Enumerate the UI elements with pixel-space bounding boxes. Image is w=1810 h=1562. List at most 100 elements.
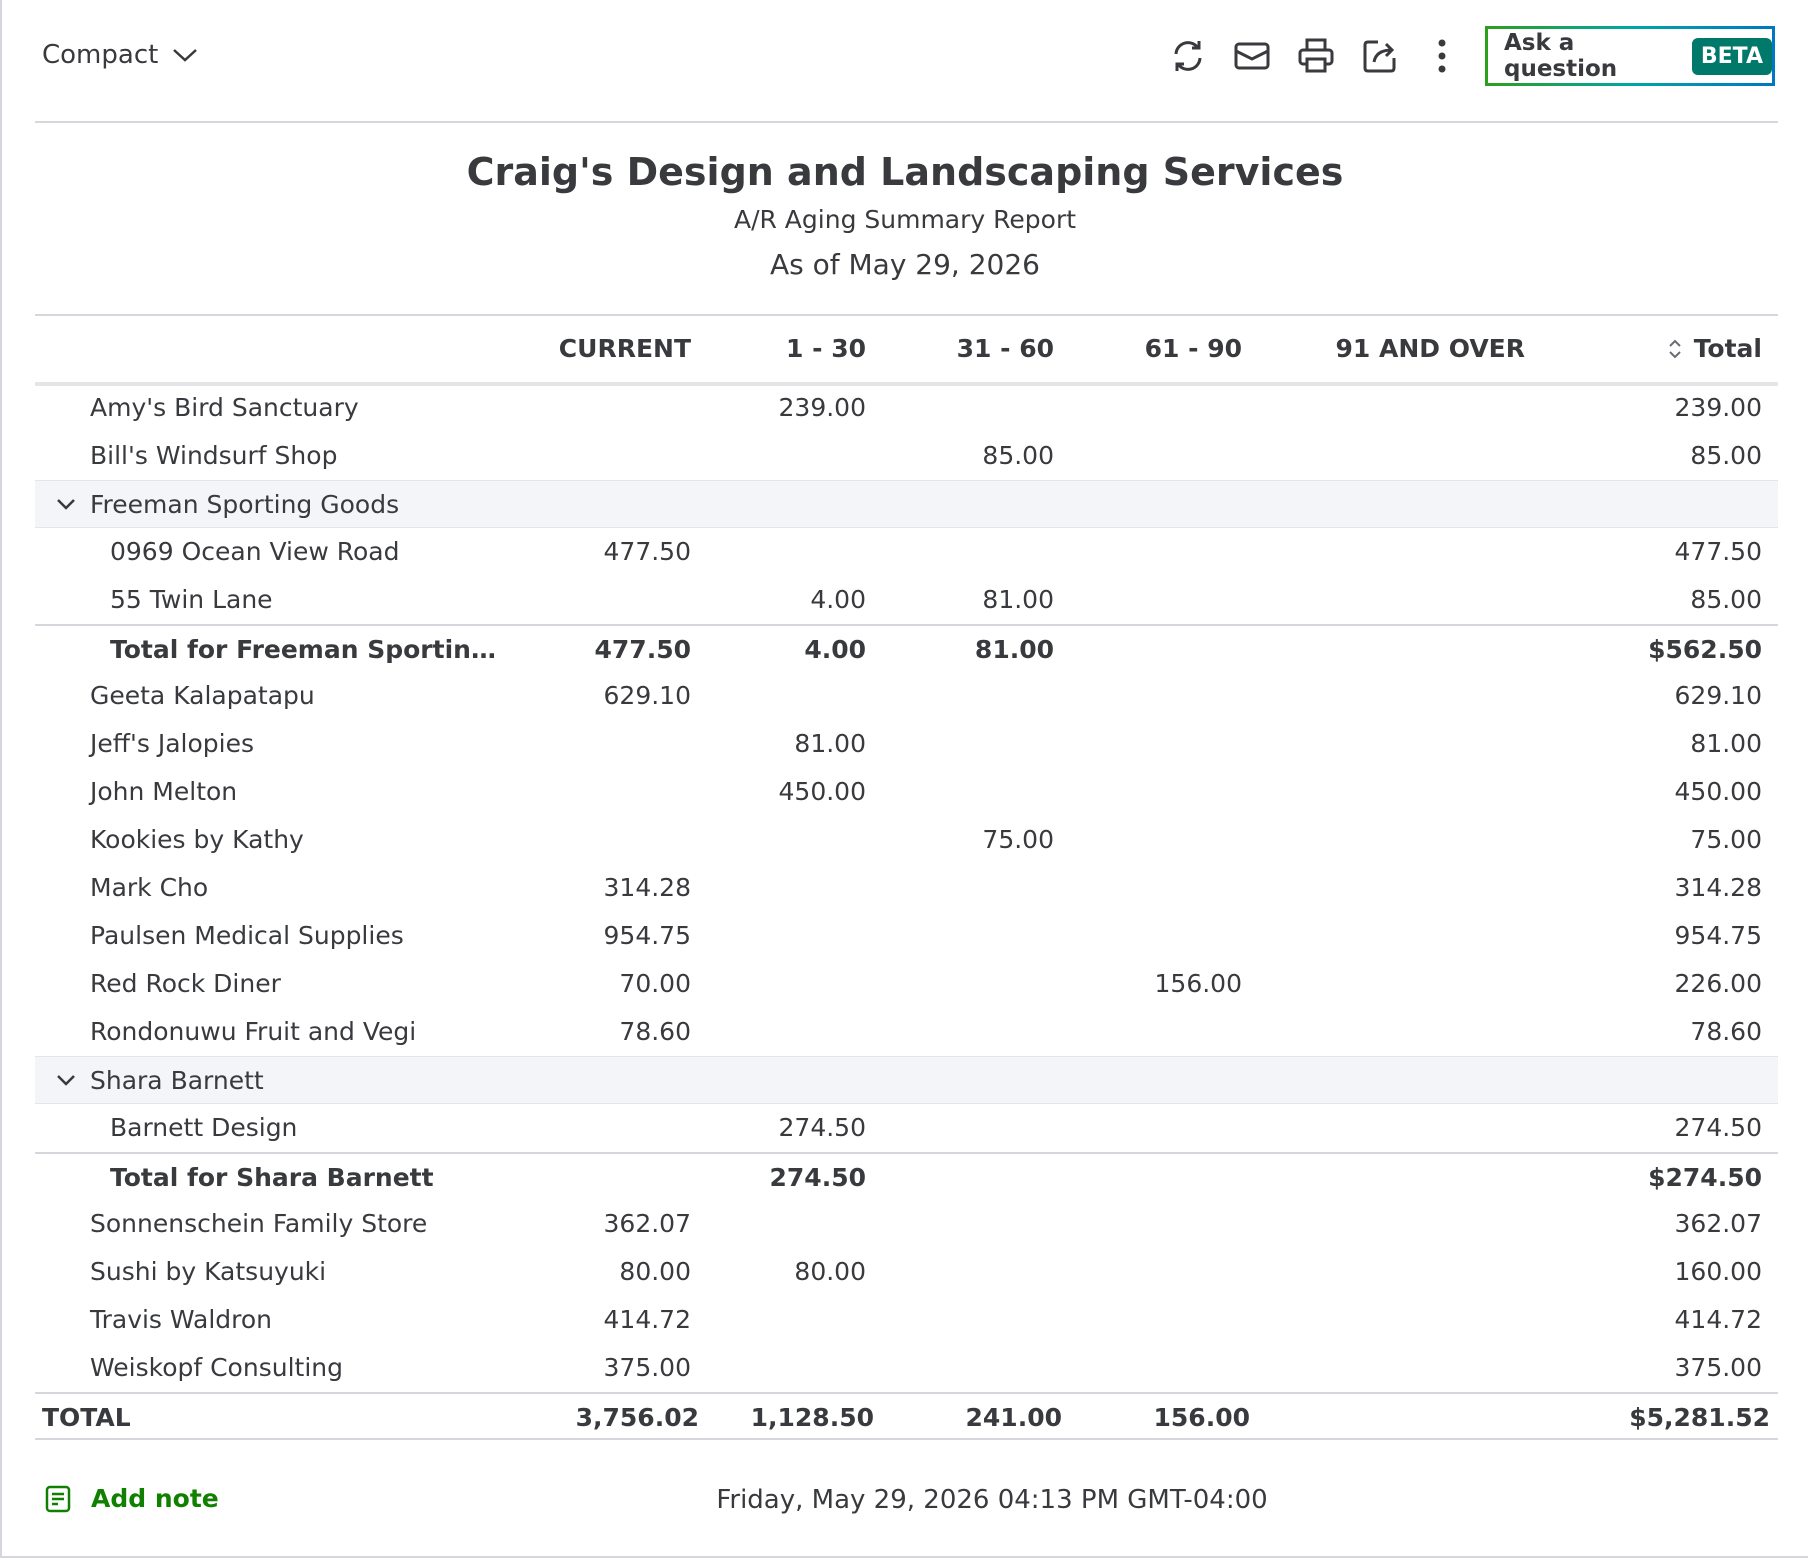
cell-value: 629.10 bbox=[1674, 681, 1762, 710]
cell-value: 4.00 bbox=[804, 635, 866, 664]
cell-value: 450.00 bbox=[1674, 777, 1762, 806]
customer-row: Paulsen Medical Supplies 954.75 954.75 bbox=[35, 912, 1778, 960]
view-select[interactable]: Compact bbox=[42, 40, 198, 70]
cell-value: 954.75 bbox=[603, 921, 691, 950]
cell-value: 375.00 bbox=[603, 1353, 691, 1382]
cell-value: 477.50 bbox=[1674, 537, 1762, 566]
cell-value: 78.60 bbox=[619, 1017, 691, 1046]
cell-value: 1,128.50 bbox=[750, 1403, 874, 1432]
note-icon bbox=[45, 1485, 71, 1512]
customer-row: Kookies by Kathy 75.00 75.00 bbox=[35, 816, 1778, 864]
row-label: Amy's Bird Sanctuary bbox=[90, 393, 359, 422]
row-label: Sushi by Katsuyuki bbox=[90, 1257, 327, 1286]
customer-row: Weiskopf Consulting 375.00 375.00 bbox=[35, 1344, 1778, 1392]
sub-row: 0969 Ocean View Road 477.50 477.50 bbox=[35, 528, 1778, 576]
column-header: Total bbox=[1693, 334, 1762, 363]
cell-value: 70.00 bbox=[619, 969, 691, 998]
row-label: Mark Cho bbox=[90, 873, 209, 902]
collapse-chevron[interactable] bbox=[56, 1074, 76, 1088]
collapse-chevron[interactable] bbox=[56, 498, 76, 512]
row-label: Geeta Kalapatapu bbox=[90, 681, 315, 710]
group-label: Freeman Sporting Goods bbox=[90, 490, 400, 519]
cell-value: $5,281.52 bbox=[1629, 1403, 1770, 1432]
row-label: Paulsen Medical Supplies bbox=[90, 921, 404, 950]
add-note[interactable]: Add note bbox=[45, 1484, 219, 1513]
row-label: 55 Twin Lane bbox=[110, 585, 273, 614]
cell-value: 450.00 bbox=[778, 777, 866, 806]
cell-value: 160.00 bbox=[1674, 1257, 1762, 1286]
ask-button[interactable]: Ask a question BETA bbox=[1485, 26, 1775, 86]
cell-value: 75.00 bbox=[982, 825, 1054, 854]
view-label: Compact bbox=[42, 40, 159, 70]
grand-total-row: TOTAL 3,756.02 1,128.50 241.00 156.00 $5,281.… bbox=[35, 1392, 1778, 1440]
column-header: CURRENT bbox=[558, 334, 691, 363]
cell-value: 3,756.02 bbox=[575, 1403, 699, 1432]
cell-value: 414.72 bbox=[603, 1305, 691, 1334]
more-icon[interactable] bbox=[1434, 38, 1450, 74]
column-header: 61 - 90 bbox=[1144, 334, 1242, 363]
subtotal-row: Total for Freeman Sportin… 477.50 4.00 81.0… bbox=[35, 624, 1778, 672]
email-icon[interactable] bbox=[1234, 38, 1270, 74]
beta-badge: BETA bbox=[1691, 37, 1772, 75]
row-label: Jeff's Jalopies bbox=[90, 729, 254, 758]
cell-value: 75.00 bbox=[1690, 825, 1762, 854]
row-label: Sonnenschein Family Store bbox=[90, 1209, 428, 1238]
cell-value: 477.50 bbox=[603, 537, 691, 566]
cell-value: 314.28 bbox=[1674, 873, 1762, 902]
cell-value: $562.50 bbox=[1648, 635, 1762, 664]
cell-value: 239.00 bbox=[778, 393, 866, 422]
cell-value: 414.72 bbox=[1674, 1305, 1762, 1334]
cell-value: 156.00 bbox=[1154, 969, 1242, 998]
row-label: Total for Freeman Sportin… bbox=[110, 635, 496, 664]
table-header: CURRENT 1 - 30 31 - 60 61 - 90 91 AND OVER To… bbox=[35, 316, 1778, 386]
row-label: Rondonuwu Fruit and Vegi bbox=[90, 1017, 417, 1046]
group-label: Shara Barnett bbox=[90, 1066, 264, 1095]
cell-value: 274.50 bbox=[778, 1113, 866, 1142]
cell-value: 85.00 bbox=[1690, 441, 1762, 470]
row-label: Red Rock Diner bbox=[90, 969, 281, 998]
print-icon[interactable] bbox=[1298, 38, 1334, 74]
export-icon[interactable] bbox=[1362, 38, 1398, 74]
divider bbox=[35, 121, 1778, 123]
cell-value: 85.00 bbox=[1690, 585, 1762, 614]
refresh-icon[interactable] bbox=[1170, 38, 1206, 74]
row-label: Barnett Design bbox=[110, 1113, 298, 1142]
table-body: Amy's Bird Sanctuary 239.00 239.00 Bill's W… bbox=[35, 384, 1778, 1440]
cell-value: 81.00 bbox=[794, 729, 866, 758]
company-name: Craig's Design and Landscaping Services bbox=[466, 150, 1344, 194]
cell-value: $274.50 bbox=[1648, 1163, 1762, 1192]
row-label: Kookies by Kathy bbox=[90, 825, 304, 854]
cell-value: 226.00 bbox=[1674, 969, 1762, 998]
cell-value: 362.07 bbox=[1674, 1209, 1762, 1238]
customer-row: Mark Cho 314.28 314.28 bbox=[35, 864, 1778, 912]
sort-icon[interactable] bbox=[1668, 338, 1682, 360]
row-label: Total for Shara Barnett bbox=[110, 1163, 434, 1192]
timestamp: Friday, May 29, 2026 04:13 PM GMT-04:00 bbox=[716, 1485, 1268, 1515]
cell-value: 4.00 bbox=[810, 585, 866, 614]
customer-row: John Melton 450.00 450.00 bbox=[35, 768, 1778, 816]
cell-value: 274.50 bbox=[769, 1163, 866, 1192]
sub-row: 55 Twin Lane 4.00 81.00 85.00 bbox=[35, 576, 1778, 624]
customer-row: Amy's Bird Sanctuary 239.00 239.00 bbox=[35, 384, 1778, 432]
cell-value: 362.07 bbox=[603, 1209, 691, 1238]
customer-row: Sonnenschein Family Store 362.07 362.07 bbox=[35, 1200, 1778, 1248]
cell-value: 314.28 bbox=[603, 873, 691, 902]
customer-row: Travis Waldron 414.72 414.72 bbox=[35, 1296, 1778, 1344]
group-row: Freeman Sporting Goods bbox=[35, 480, 1778, 528]
report-date: As of May 29, 2026 bbox=[769, 248, 1040, 281]
chevron bbox=[173, 49, 198, 62]
customer-row: Geeta Kalapatapu 629.10 629.10 bbox=[35, 672, 1778, 720]
row-label: Weiskopf Consulting bbox=[90, 1353, 343, 1382]
report-name: A/R Aging Summary Report bbox=[733, 205, 1077, 234]
customer-row: Sushi by Katsuyuki 80.00 80.00 160.00 bbox=[35, 1248, 1778, 1296]
subtotal-row: Total for Shara Barnett 274.50 $274.50 bbox=[35, 1152, 1778, 1200]
ask-label: Ask a question bbox=[1504, 30, 1618, 82]
cell-value: 80.00 bbox=[794, 1257, 866, 1286]
customer-row: Red Rock Diner 70.00 156.00 226.00 bbox=[35, 960, 1778, 1008]
add-note-label: Add note bbox=[91, 1484, 219, 1513]
customer-row: Jeff's Jalopies 81.00 81.00 bbox=[35, 720, 1778, 768]
cell-value: 477.50 bbox=[594, 635, 691, 664]
cell-value: 629.10 bbox=[603, 681, 691, 710]
cell-value: 239.00 bbox=[1674, 393, 1762, 422]
